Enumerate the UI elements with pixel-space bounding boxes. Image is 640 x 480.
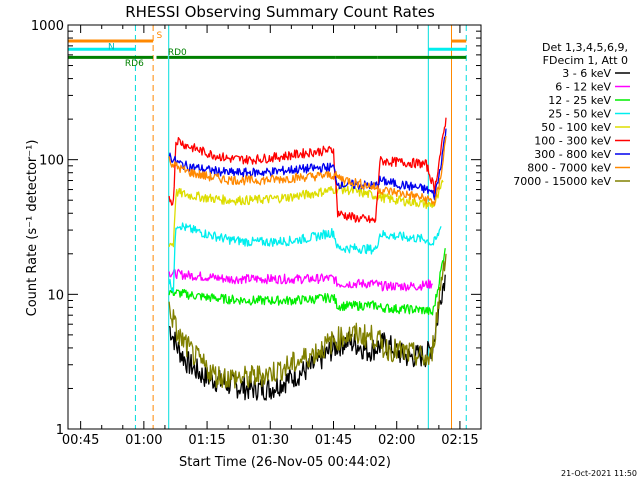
x-tick-label-0: 00:45 bbox=[62, 433, 99, 448]
status-label-rd6: RD6 bbox=[125, 59, 144, 69]
series-300_800keV bbox=[168, 128, 447, 201]
legend-label-6: 300 - 800 keV bbox=[534, 148, 611, 161]
legend-label-0: 3 - 6 keV bbox=[562, 67, 611, 80]
timestamp: 21-Oct-2021 11:50 bbox=[561, 469, 637, 478]
x-tick-label-6: 02:15 bbox=[441, 433, 478, 448]
legend-header-1: FDecim 1, Att 0 bbox=[543, 54, 628, 67]
legend-header-0: Det 1,3,4,5,6,9, bbox=[542, 41, 628, 54]
y-tick-label-0: 1 bbox=[56, 423, 64, 438]
series-25_50keV bbox=[168, 222, 442, 293]
x-tick-label-1: 01:00 bbox=[125, 433, 162, 448]
x-axis-label: Start Time (26-Nov-05 00:44:02) bbox=[179, 455, 391, 470]
series-12_25keV bbox=[168, 248, 446, 316]
legend-label-4: 50 - 100 keV bbox=[541, 121, 611, 134]
status-label-rd0: RD0 bbox=[168, 48, 187, 58]
y-tick-label-2: 100 bbox=[39, 154, 64, 169]
x-tick-label-3: 01:30 bbox=[252, 433, 289, 448]
series-3_6keV bbox=[168, 274, 446, 401]
series-50_100keV bbox=[168, 179, 444, 248]
legend-label-3: 25 - 50 keV bbox=[548, 108, 611, 121]
x-tick-label-4: 01:45 bbox=[315, 433, 352, 448]
status-bars: S N RD6 RD0 bbox=[68, 31, 467, 69]
axes: 00:45 01:00 01:15 01:30 01:45 02:00 02:15 1 10 10… bbox=[31, 19, 482, 448]
legend: Det 1,3,4,5,6,9,FDecim 1, Att 03 - 6 keV… bbox=[513, 41, 630, 188]
plot-frame bbox=[67, 24, 482, 430]
series-800_7000keV bbox=[168, 135, 447, 206]
legend-label-2: 12 - 25 keV bbox=[548, 94, 611, 107]
legend-label-7: 800 - 7000 keV bbox=[527, 162, 611, 175]
series-7000_15000keV bbox=[168, 253, 447, 389]
y-tick-label-3: 1000 bbox=[31, 19, 64, 34]
status-label-s: S bbox=[157, 31, 163, 41]
chart-title: RHESSI Observing Summary Count Rates bbox=[125, 3, 435, 21]
series-100_300keV bbox=[168, 117, 447, 224]
legend-label-5: 100 - 300 keV bbox=[534, 135, 611, 148]
series-lines bbox=[168, 117, 447, 401]
status-label-n: N bbox=[108, 42, 115, 52]
x-tick-label-2: 01:15 bbox=[188, 433, 225, 448]
legend-label-8: 7000 - 15000 keV bbox=[513, 175, 611, 188]
legend-label-1: 6 - 12 keV bbox=[555, 81, 611, 94]
y-tick-label-1: 10 bbox=[47, 288, 64, 303]
series-6_12keV bbox=[168, 268, 433, 292]
x-tick-label-5: 02:00 bbox=[378, 433, 415, 448]
y-axis-label: Count Rate (s⁻¹ detector⁻¹) bbox=[25, 140, 40, 317]
